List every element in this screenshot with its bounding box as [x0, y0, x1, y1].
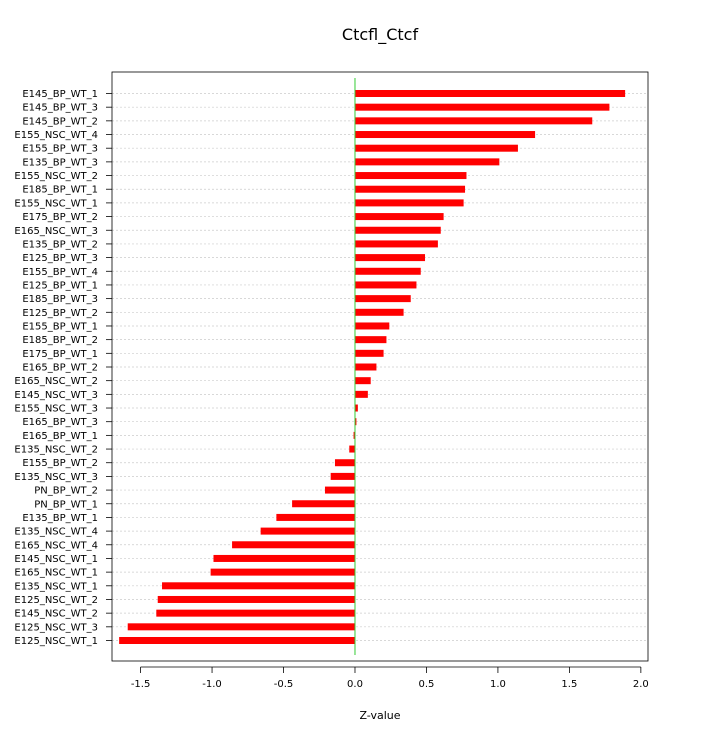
x-tick-label: 1.0 — [490, 679, 506, 690]
category-label: E135_BP_WT_3 — [22, 157, 98, 168]
category-label: E185_BP_WT_2 — [22, 335, 98, 346]
bar — [162, 582, 355, 590]
category-label: E135_BP_WT_2 — [22, 239, 98, 250]
category-label: E145_NSC_WT_2 — [14, 609, 98, 620]
bar — [354, 158, 500, 166]
category-label: E165_BP_WT_2 — [22, 363, 98, 374]
category-label: E155_NSC_WT_1 — [14, 198, 98, 209]
bar — [354, 185, 466, 193]
bar — [354, 117, 593, 125]
category-label: E185_BP_WT_1 — [22, 185, 98, 196]
category-label: E125_NSC_WT_2 — [14, 595, 98, 606]
category-label: E145_BP_WT_3 — [22, 103, 98, 114]
category-label: E155_NSC_WT_2 — [14, 171, 98, 182]
bar — [292, 500, 355, 508]
bar — [354, 322, 390, 330]
category-label: E175_BP_WT_2 — [22, 212, 98, 223]
category-label: E145_BP_WT_2 — [22, 116, 98, 127]
category-label: E165_NSC_WT_3 — [14, 226, 98, 237]
bar — [354, 240, 438, 248]
category-label: E165_BP_WT_3 — [22, 417, 98, 428]
x-axis-label: Z-value — [359, 709, 400, 722]
category-label: E165_NSC_WT_4 — [14, 540, 98, 551]
chart-title: Ctcfl_Ctcf — [342, 25, 419, 45]
bar — [127, 623, 355, 631]
category-label: E135_NSC_WT_2 — [14, 445, 98, 456]
bar — [354, 363, 377, 371]
bar — [354, 131, 536, 139]
bar — [354, 144, 518, 152]
bar — [354, 199, 464, 207]
category-label: E155_BP_WT_3 — [22, 144, 98, 155]
category-label: E125_NSC_WT_3 — [14, 622, 98, 633]
bar — [334, 459, 355, 467]
bar — [156, 609, 355, 617]
bar — [157, 595, 355, 603]
category-label: PN_BP_WT_2 — [34, 486, 98, 497]
x-tick-label: 2.0 — [633, 679, 649, 690]
category-label: E125_NSC_WT_1 — [14, 636, 98, 647]
category-label: E125_BP_WT_2 — [22, 308, 98, 319]
x-tick-label: -0.5 — [274, 679, 294, 690]
category-label: E165_BP_WT_1 — [22, 431, 98, 442]
plot-frame — [111, 71, 649, 662]
category-label: E155_NSC_WT_4 — [14, 130, 98, 141]
bar — [354, 103, 610, 111]
x-tick-label: -1.5 — [131, 679, 151, 690]
category-label: E135_BP_WT_1 — [22, 513, 98, 524]
bar — [324, 486, 355, 494]
category-label: E135_NSC_WT_1 — [14, 581, 98, 592]
category-label: E185_BP_WT_3 — [22, 294, 98, 305]
bar-layer — [119, 90, 626, 644]
category-label: E175_BP_WT_1 — [22, 349, 98, 360]
x-axis: -1.5 -1.0 -0.5 0.0 0.5 1.0 1.5 2.0 — [131, 666, 649, 690]
bar — [354, 90, 626, 97]
category-label: E165_NSC_WT_1 — [14, 568, 98, 579]
category-label: PN_BP_WT_1 — [34, 499, 98, 510]
bar — [232, 541, 355, 549]
bar — [210, 568, 355, 576]
category-label: E155_BP_WT_4 — [22, 267, 98, 278]
bar — [354, 226, 441, 234]
bar — [354, 213, 444, 221]
bar — [354, 295, 411, 303]
bar — [354, 418, 357, 426]
bar — [276, 513, 355, 521]
bar — [354, 172, 467, 180]
bar — [354, 404, 358, 412]
bar — [330, 472, 355, 480]
bar — [260, 527, 355, 535]
bar — [119, 637, 355, 644]
bar — [354, 281, 417, 289]
category-label: E155_BP_WT_2 — [22, 458, 98, 469]
bar — [354, 377, 371, 385]
x-tick-label: 1.5 — [561, 679, 577, 690]
bar — [354, 308, 404, 316]
category-label: E155_NSC_WT_3 — [14, 404, 98, 415]
category-label: E135_NSC_WT_4 — [14, 527, 98, 538]
bar — [354, 254, 426, 262]
bar — [213, 554, 355, 562]
bar — [349, 445, 355, 453]
bar — [354, 267, 421, 275]
category-label: E135_NSC_WT_3 — [14, 472, 98, 483]
category-label: E145_BP_WT_1 — [22, 89, 98, 100]
bar — [354, 390, 368, 398]
category-label: E145_NSC_WT_1 — [14, 554, 98, 565]
category-labels: E145_BP_WT_1 E145_BP_WT_3 E145_BP_WT_2 E155… — [14, 89, 112, 647]
bar — [353, 431, 355, 439]
category-label: E165_NSC_WT_2 — [14, 376, 98, 387]
bar — [354, 349, 384, 357]
x-tick-label: -1.0 — [202, 679, 222, 690]
category-label: E125_BP_WT_3 — [22, 253, 98, 264]
category-label: E125_BP_WT_1 — [22, 280, 98, 291]
x-tick-label: 0.0 — [347, 679, 363, 690]
category-label: E145_NSC_WT_3 — [14, 390, 98, 401]
x-tick-label: 0.5 — [419, 679, 435, 690]
bar — [354, 336, 387, 344]
category-label: E155_BP_WT_1 — [22, 321, 98, 332]
